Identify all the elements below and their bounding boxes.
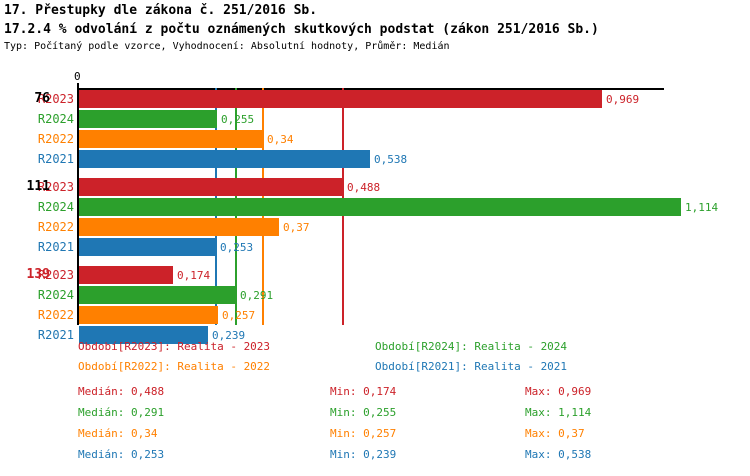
series-label-r2022-group-76: R2022 — [37, 132, 74, 146]
stat-min-row-2: Min: 0,257 — [330, 427, 397, 440]
chart-meta-line: Typ: Počítaný podle vzorce, Vyhodnocení:… — [4, 41, 450, 52]
y-axis-line — [77, 83, 79, 325]
bar-r2022-group-76[interactable] — [79, 130, 263, 148]
bar-value-r2021-group-76: 0,538 — [374, 153, 408, 166]
series-label-r2022-group-139: R2022 — [37, 308, 74, 322]
stat-min-row-3: Min: 0,239 — [330, 448, 397, 461]
legend-item-2[interactable]: Období[R2022]: Realita - 2022 — [78, 360, 271, 373]
series-label-r2023-group-139: R2023 — [37, 268, 74, 282]
x-axis-tick-zero: 0 — [74, 70, 81, 83]
series-label-r2023-group-76: R2023 — [37, 92, 74, 106]
stat-median-row-2: Medián: 0,34 — [78, 427, 158, 440]
legend-item-1[interactable]: Období[R2024]: Realita - 2024 — [375, 340, 568, 353]
stat-median-row-3: Medián: 0,253 — [78, 448, 165, 461]
series-label-r2024-group-139: R2024 — [37, 288, 74, 302]
bar-r2023-group-76[interactable] — [79, 90, 602, 108]
bar-r2024-group-76[interactable] — [79, 110, 217, 128]
group-label-111: 111 — [26, 179, 50, 194]
stat-median-row-1: Medián: 0,291 — [78, 406, 165, 419]
bar-value-r2023-group-111: 0,488 — [347, 181, 381, 194]
bar-value-r2021-group-111: 0,253 — [220, 241, 254, 254]
stat-min-row-1: Min: 0,255 — [330, 406, 397, 419]
bar-r2021-group-111[interactable] — [79, 238, 216, 256]
chart-statistics: Medián: 0,488 Min: 0,174 Max: 0,969 Medián:… — [0, 385, 750, 475]
bar-value-r2024-group-139: 0,291 — [240, 289, 274, 302]
page-title: 17. Přestupky dle zákona č. 251/2016 Sb. — [4, 3, 318, 18]
group-label-76: 76 — [34, 91, 50, 106]
stat-max-row-0: Max: 0,969 — [525, 385, 592, 398]
stat-max-row-3: Max: 0,538 — [525, 448, 592, 461]
bar-value-r2022-group-139: 0,257 — [222, 309, 256, 322]
stat-max-row-1: Max: 1,114 — [525, 406, 592, 419]
series-label-r2024-group-76: R2024 — [37, 112, 74, 126]
x-axis-line — [78, 88, 664, 90]
bar-r2023-group-139[interactable] — [79, 266, 173, 284]
chart-legend: Období[R2023]: Realita - 2023 Období[R202… — [0, 338, 750, 384]
series-label-r2021-group-76: R2021 — [37, 152, 74, 166]
series-label-r2022-group-111: R2022 — [37, 220, 74, 234]
bar-r2023-group-111[interactable] — [79, 178, 343, 196]
bar-r2022-group-111[interactable] — [79, 218, 279, 236]
bar-r2021-group-139[interactable] — [79, 326, 208, 344]
bar-value-r2024-group-76: 0,255 — [221, 113, 255, 126]
stat-median-row-0: Medián: 0,488 — [78, 385, 165, 398]
bar-value-r2021-group-139: 0,239 — [212, 329, 246, 342]
bar-value-r2024-group-111: 1,114 — [685, 201, 719, 214]
series-label-r2021-group-111: R2021 — [37, 240, 74, 254]
bar-r2021-group-76[interactable] — [79, 150, 370, 168]
series-label-r2024-group-111: R2024 — [37, 200, 74, 214]
stat-min-row-0: Min: 0,174 — [330, 385, 397, 398]
bar-chart-plot: 0 R2023 0,969 R2024 0,255 R2022 0,34 R2021 0,53… — [26, 70, 719, 344]
series-label-r2023-group-111: R2023 — [37, 180, 74, 194]
bar-value-r2023-group-139: 0,174 — [177, 269, 211, 282]
group-label-139: 139 — [26, 267, 50, 282]
legend-item-0[interactable]: Období[R2023]: Realita - 2023 — [78, 340, 271, 353]
stat-max-row-2: Max: 0,37 — [525, 427, 585, 440]
bar-value-r2023-group-76: 0,969 — [606, 93, 640, 106]
bar-r2024-group-111[interactable] — [79, 198, 681, 216]
bar-value-r2022-group-111: 0,37 — [283, 221, 310, 234]
series-label-r2021-group-139: R2021 — [37, 328, 74, 342]
legend-item-3[interactable]: Období[R2021]: Realita - 2021 — [375, 360, 568, 373]
bar-value-r2022-group-76: 0,34 — [267, 133, 294, 146]
bar-r2022-group-139[interactable] — [79, 306, 218, 324]
bar-r2024-group-139[interactable] — [79, 286, 236, 304]
page-subtitle-metric: 17.2.4 % odvolání z počtu oznámených sku… — [4, 22, 599, 37]
